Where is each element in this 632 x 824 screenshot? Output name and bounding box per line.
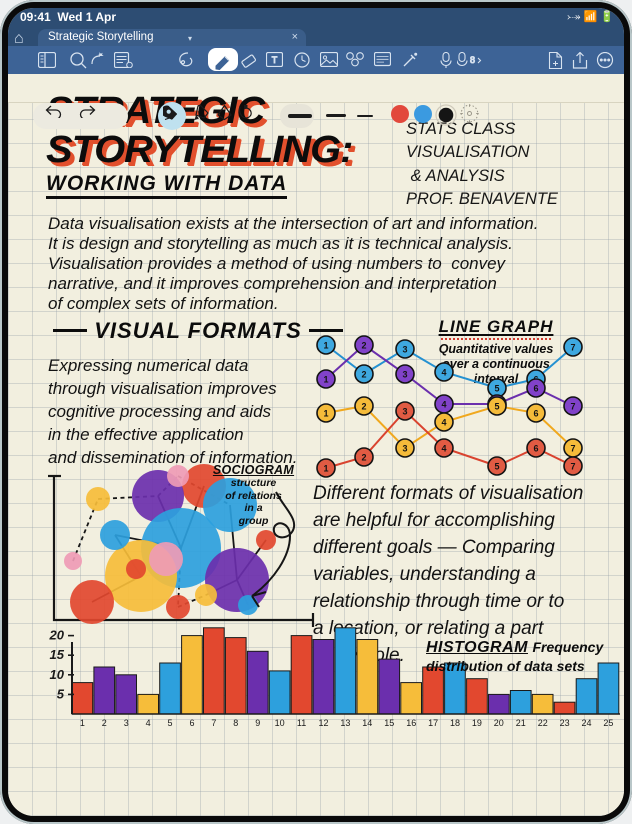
- svg-text:8: 8: [470, 55, 475, 65]
- svg-text:T: T: [272, 55, 278, 65]
